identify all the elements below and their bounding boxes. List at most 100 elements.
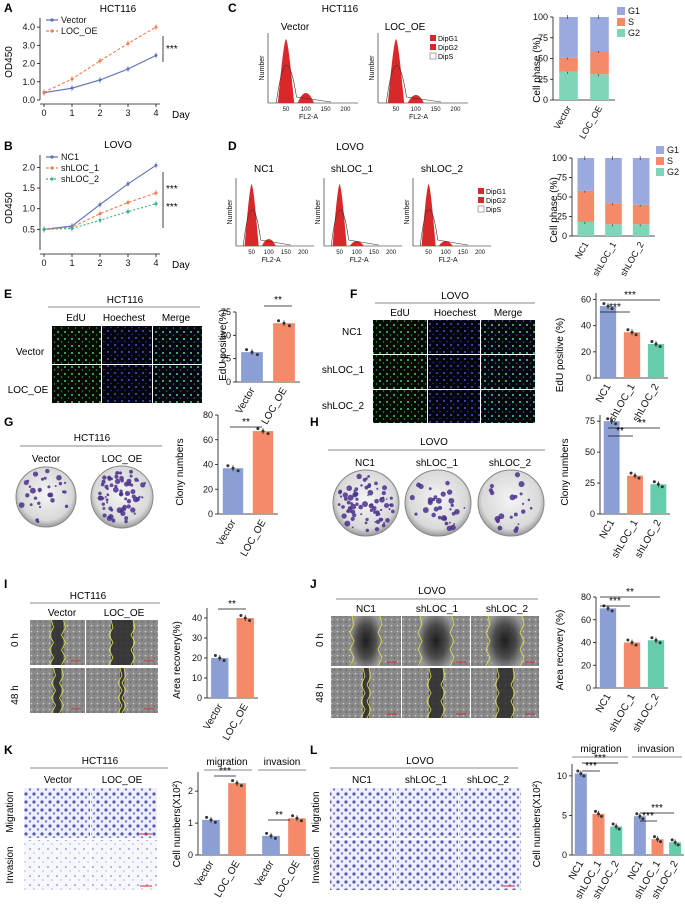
panel-j-sig1: *** <box>609 596 621 607</box>
panel-i-title: HCT116 <box>70 591 107 602</box>
colony <box>381 496 385 500</box>
panel-k: HCT116 Vector LOC_OE Migration Invasion … <box>5 756 310 900</box>
data-point <box>154 202 158 206</box>
colony <box>38 505 42 509</box>
legend-marker <box>50 177 54 181</box>
bar <box>599 608 617 688</box>
colony <box>454 509 460 515</box>
colony <box>513 494 518 499</box>
edu-image-grid-f <box>373 320 535 423</box>
panel-b-sig2: *** <box>166 202 178 213</box>
colony <box>374 498 379 504</box>
panel-l-row-2: Invasion <box>311 846 322 883</box>
g1-peak <box>332 184 347 246</box>
colony <box>351 526 354 529</box>
flow-ylabel: Number <box>315 199 322 225</box>
panel-l: LOVO NC1 shLOC_1 shLOC_2 Migration Invas… <box>311 744 684 901</box>
bar <box>647 344 665 378</box>
bar <box>650 484 667 514</box>
panel-a-sig: *** <box>166 44 178 55</box>
panel-h: LOVO NC1 shLOC_1 shLOC_2 Clony numbers 0… <box>328 415 670 560</box>
flow-tick: 50 <box>248 250 255 256</box>
colony <box>101 502 106 506</box>
colony <box>54 485 57 487</box>
panel-letter-e: E <box>4 287 12 301</box>
panel-h-title: LOVO <box>420 437 448 448</box>
panel-letter-l: L <box>310 743 317 757</box>
panel-f-row-3: shLOC_2 <box>322 401 365 412</box>
data-point <box>154 163 158 167</box>
bar-g1 <box>632 158 650 205</box>
colony <box>122 504 128 510</box>
panel-l-row-1: Migration <box>311 791 322 832</box>
data-dot <box>650 340 654 343</box>
flow-xlabel: FL2-A <box>439 257 458 264</box>
colony <box>353 489 356 493</box>
colony <box>367 474 370 478</box>
flow-tick: 200 <box>450 107 461 113</box>
colony <box>448 497 455 504</box>
colony <box>58 481 63 486</box>
x-tick-label: 3 <box>125 108 130 118</box>
colony <box>380 508 383 512</box>
colony <box>364 521 368 525</box>
wound-edge <box>519 615 525 667</box>
y-tick-label: 25 <box>221 354 231 364</box>
colony <box>33 496 38 500</box>
bar <box>262 835 280 855</box>
colony <box>130 483 134 487</box>
colony <box>119 510 123 513</box>
data-dot <box>250 350 254 354</box>
colony <box>102 513 107 518</box>
wound-edge <box>366 667 372 719</box>
data-dot <box>593 809 597 813</box>
colony <box>440 491 446 497</box>
data-point <box>126 67 130 71</box>
data-dot <box>658 345 662 348</box>
panel-j: LOVO NC1 shLOC_1 shLOC_2 0 h 48 h Area r… <box>315 586 668 734</box>
panel-l-title: LOVO <box>406 756 434 767</box>
y-tick-label: 0 <box>590 509 595 519</box>
category-label: Vector <box>193 858 217 889</box>
legend-label: NC1 <box>61 152 79 162</box>
data-dot <box>634 333 638 337</box>
legend-label: LOC_OE <box>61 26 98 36</box>
colony <box>344 520 351 527</box>
colony <box>433 495 438 500</box>
panel-g-group-2: LOC_OE <box>102 454 143 465</box>
g2-peak <box>438 241 453 246</box>
panel-d-legend: DipG1 DipG2 DipS <box>477 188 506 214</box>
data-dot <box>231 779 235 783</box>
bar <box>236 618 254 698</box>
category-label: LOC_OE <box>260 386 290 427</box>
legend-swatch-s <box>617 18 625 26</box>
colony <box>433 506 439 512</box>
panel-b-sig1: *** <box>166 184 178 195</box>
data-dot <box>610 307 614 311</box>
legend-label: shLOC_2 <box>61 174 99 184</box>
panel-j-title: LOVO <box>418 586 446 597</box>
panel-f-col-1: EdU <box>390 308 409 319</box>
bar-s <box>590 51 609 75</box>
colony <box>437 515 442 520</box>
colony <box>341 505 345 509</box>
colony-plates-g <box>15 465 154 529</box>
panel-i-ylabel: Area recovery(%) <box>172 621 183 699</box>
category-label: Vector <box>234 385 258 416</box>
colony <box>418 483 424 490</box>
colony <box>518 481 525 488</box>
data-dot <box>676 843 680 847</box>
colony <box>28 485 32 488</box>
colony <box>517 523 520 526</box>
y-tick-label: 60 <box>203 435 213 445</box>
flow-tick: 100 <box>411 107 422 113</box>
bar <box>633 816 646 855</box>
data-point <box>70 227 74 231</box>
colony <box>442 516 448 521</box>
data-dot <box>654 638 658 642</box>
y-tick-label: 0 <box>197 693 202 703</box>
y-tick-label: 0 <box>208 509 213 519</box>
colony <box>375 519 381 524</box>
